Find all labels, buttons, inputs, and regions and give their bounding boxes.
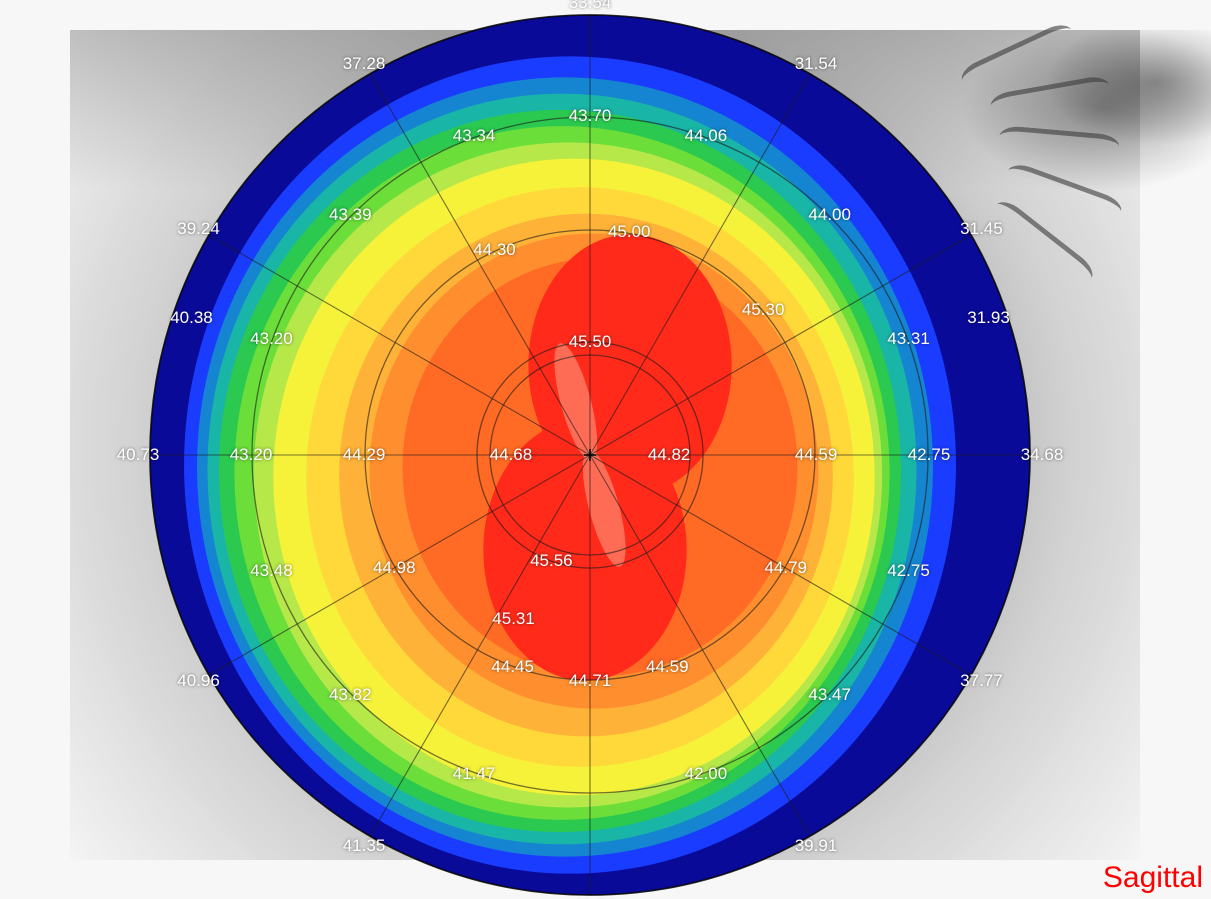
topography-canvas: 33.54 37.28 31.54 39.24 31.45 40.73 34.68 40.96… <box>0 0 1211 899</box>
value-label: 39.24 <box>177 219 220 239</box>
value-label: 43.48 <box>250 561 293 581</box>
value-label: 45.00 <box>608 222 651 242</box>
value-label: 44.45 <box>491 657 534 677</box>
value-label: 43.82 <box>329 685 372 705</box>
value-label: 41.35 <box>343 836 386 856</box>
value-label: 40.38 <box>170 308 213 328</box>
value-label: 34.68 <box>1021 445 1064 465</box>
value-label: 44.98 <box>373 558 416 578</box>
value-label: 44.06 <box>685 126 728 146</box>
value-label: 42.75 <box>908 445 951 465</box>
map-title: Sagittal <box>1103 861 1203 895</box>
value-label: 43.47 <box>808 685 851 705</box>
value-label: 42.00 <box>685 764 728 784</box>
value-label: 44.71 <box>569 671 612 691</box>
value-label: 45.31 <box>492 609 535 629</box>
value-label: 45.30 <box>742 300 785 320</box>
value-label: 45.50 <box>569 332 612 352</box>
value-label: 44.00 <box>808 205 851 225</box>
value-label: 31.54 <box>795 54 838 74</box>
value-label: 44.68 <box>490 445 533 465</box>
value-label: 43.20 <box>250 329 293 349</box>
value-label: 44.79 <box>764 558 807 578</box>
value-label: 44.29 <box>343 445 386 465</box>
value-label: 31.93 <box>967 308 1010 328</box>
value-label: 44.30 <box>473 240 516 260</box>
value-label: 40.73 <box>117 445 160 465</box>
value-label: 39.91 <box>795 836 838 856</box>
value-label: 37.77 <box>960 671 1003 691</box>
value-label: 44.82 <box>648 445 691 465</box>
value-label: 40.96 <box>177 671 220 691</box>
value-label: 41.47 <box>453 764 496 784</box>
value-label: 42.75 <box>887 561 930 581</box>
value-label: 37.28 <box>343 54 386 74</box>
value-label: 43.39 <box>329 205 372 225</box>
value-label: 31.45 <box>960 219 1003 239</box>
value-label: 43.31 <box>887 329 930 349</box>
value-label: 43.20 <box>230 445 273 465</box>
value-label: 44.59 <box>795 445 838 465</box>
value-label: 43.34 <box>453 126 496 146</box>
value-label: 45.56 <box>530 551 573 571</box>
value-label: 33.54 <box>569 0 612 13</box>
value-label: 44.59 <box>646 657 689 677</box>
value-label: 43.70 <box>569 106 612 126</box>
